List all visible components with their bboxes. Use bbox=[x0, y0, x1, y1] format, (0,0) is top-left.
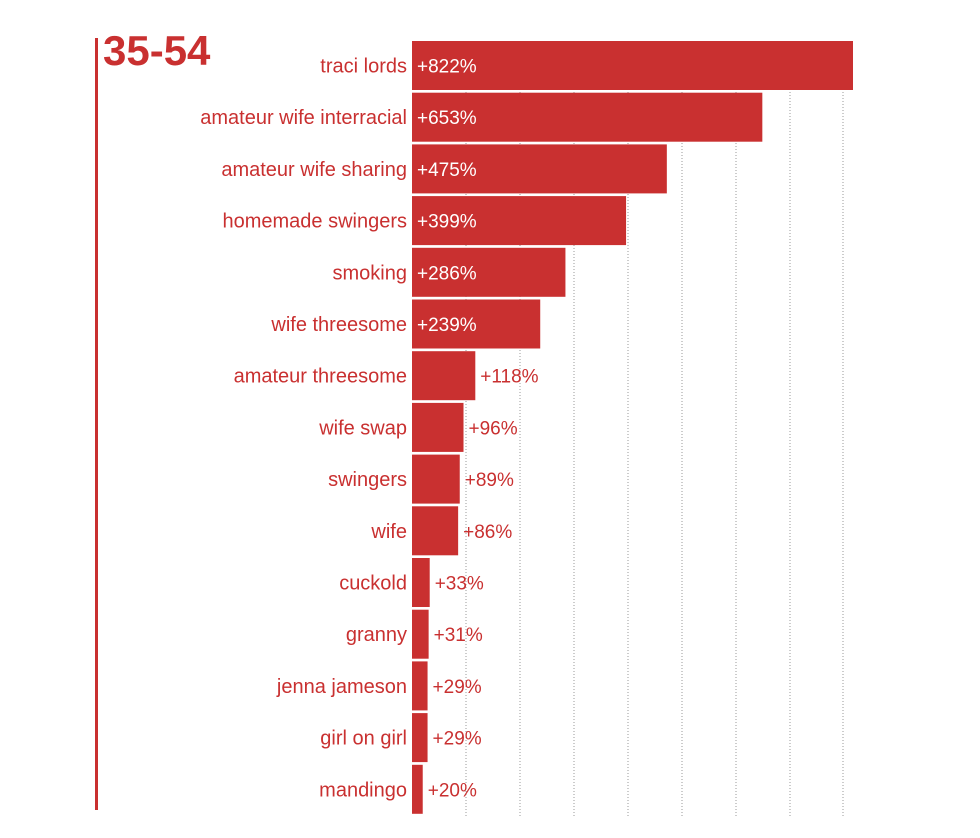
bar bbox=[412, 196, 627, 246]
value-label: +239% bbox=[417, 315, 477, 336]
category-labels: traci lords amateur wife interracial amate… bbox=[200, 56, 407, 802]
value-label: +475% bbox=[417, 160, 477, 181]
value-label: +29% bbox=[433, 677, 482, 698]
category-label: wife threesome bbox=[270, 314, 407, 336]
value-label: +29% bbox=[433, 729, 482, 750]
bar bbox=[412, 144, 667, 194]
bar bbox=[412, 454, 460, 504]
category-label: amateur wife sharing bbox=[221, 159, 407, 181]
value-label: +96% bbox=[469, 418, 518, 439]
chart-title: 35-54 bbox=[103, 27, 211, 74]
bar bbox=[412, 506, 459, 556]
value-label: +86% bbox=[463, 522, 512, 543]
bar bbox=[412, 41, 853, 90]
category-label: girl on girl bbox=[320, 728, 407, 750]
value-label: +31% bbox=[434, 625, 483, 646]
category-label: wife bbox=[370, 521, 407, 543]
category-label: homemade swingers bbox=[222, 211, 407, 233]
category-label: wife swap bbox=[318, 417, 407, 439]
bar bbox=[412, 299, 541, 349]
category-label: jenna jameson bbox=[276, 676, 407, 698]
category-label: amateur wife interracial bbox=[200, 107, 407, 129]
bar bbox=[412, 247, 566, 297]
value-label: +33% bbox=[435, 574, 484, 595]
bar bbox=[412, 713, 428, 763]
value-label: +286% bbox=[417, 263, 477, 284]
category-label: amateur threesome bbox=[234, 366, 407, 388]
bar bbox=[412, 351, 476, 401]
value-label: +822% bbox=[417, 57, 477, 78]
category-label: mandingo bbox=[319, 779, 407, 801]
value-label: +399% bbox=[417, 212, 477, 233]
bar bbox=[412, 558, 430, 607]
value-label: +20% bbox=[428, 780, 477, 801]
category-label: granny bbox=[346, 624, 407, 646]
value-label: +653% bbox=[417, 108, 477, 129]
value-label: +118% bbox=[480, 367, 538, 388]
category-label: cuckold bbox=[339, 573, 407, 595]
category-label: smoking bbox=[333, 262, 407, 284]
bar bbox=[412, 609, 429, 659]
bar bbox=[412, 402, 464, 452]
left-accent-rule bbox=[95, 38, 98, 810]
bar bbox=[412, 661, 428, 711]
category-label: traci lords bbox=[320, 56, 407, 78]
bar bbox=[412, 92, 763, 142]
bar bbox=[412, 764, 423, 814]
value-label: +89% bbox=[465, 470, 514, 491]
value-labels: +822% +653% +475% +399% +286% +239% +118% +96% +… bbox=[417, 57, 539, 802]
bars bbox=[412, 41, 853, 814]
category-label: swingers bbox=[328, 469, 407, 491]
